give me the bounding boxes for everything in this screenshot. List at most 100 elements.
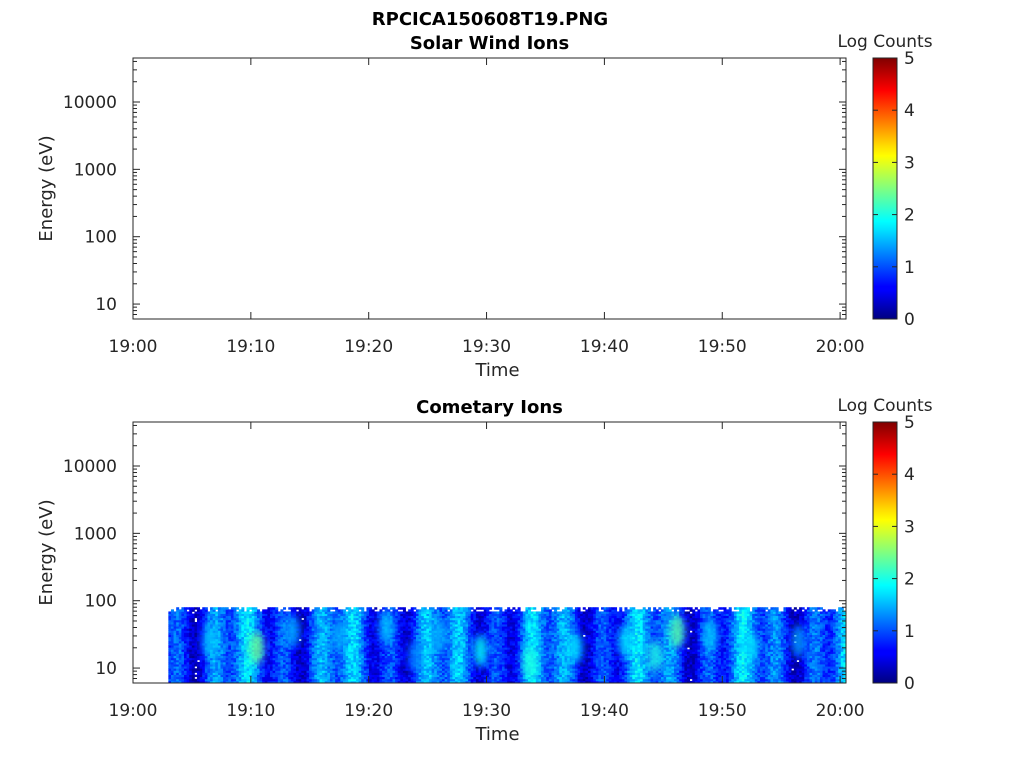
spectrogram-cell xyxy=(256,676,260,680)
spectrogram-cell xyxy=(353,659,357,663)
spectrogram-cell xyxy=(275,661,279,665)
spectrogram-cell xyxy=(345,647,349,650)
spectrogram-cell xyxy=(264,645,268,648)
spectrogram-cell xyxy=(421,680,425,683)
spectrogram-cell xyxy=(465,607,469,610)
spectrogram-cell xyxy=(400,619,404,623)
spectrogram-cell xyxy=(270,647,274,650)
spectrogram-cell xyxy=(316,628,320,631)
spectrogram-cell xyxy=(410,630,414,633)
spectrogram-cell xyxy=(376,659,380,663)
spectrogram-cell xyxy=(183,611,187,614)
spectrogram-cell xyxy=(397,664,401,667)
spectrogram-cell xyxy=(319,624,323,627)
spectrogram-cell xyxy=(402,678,406,682)
spectrogram-cell xyxy=(379,674,383,678)
spectrogram-cell xyxy=(285,676,289,680)
spectrogram-cell xyxy=(314,611,318,614)
spectrogram-cell xyxy=(376,647,380,650)
spectrogram-cell xyxy=(168,645,172,648)
spectrogram-cell xyxy=(410,632,414,635)
spectrogram-cell xyxy=(379,659,383,663)
spectrogram-cell xyxy=(243,678,247,682)
spectrogram-cell xyxy=(243,636,247,640)
spectrogram-cell xyxy=(402,664,406,667)
spectrogram-cell xyxy=(408,666,412,669)
spectrogram-cell xyxy=(296,615,300,619)
spectrogram-cell xyxy=(225,674,229,678)
spectrogram-cell xyxy=(194,636,198,640)
spectrogram-cell xyxy=(379,647,383,650)
spectrogram-cell xyxy=(387,670,391,673)
spectrogram-cell xyxy=(319,636,323,640)
spectrogram-cell xyxy=(335,615,339,619)
spectrogram-cell xyxy=(270,615,274,619)
spectrogram-cell xyxy=(176,672,180,675)
spectrogram-cell xyxy=(303,630,307,633)
spectrogram-cell xyxy=(395,645,399,648)
spectrogram-cell xyxy=(366,678,370,682)
spectrogram-cell xyxy=(303,609,307,612)
spectrogram-cell xyxy=(363,624,367,627)
spectrogram-cell xyxy=(348,636,352,640)
spectrogram-cell xyxy=(405,611,409,614)
spectrogram-cell xyxy=(329,651,333,654)
spectrogram-cell xyxy=(293,609,297,612)
spectrogram-cell xyxy=(410,607,414,610)
spectrogram-cell xyxy=(290,657,294,661)
spectrogram-cell xyxy=(277,634,281,638)
spectrogram-cell xyxy=(376,634,380,638)
spectrogram-cell xyxy=(296,678,300,682)
spectrogram-cell xyxy=(309,632,313,635)
spectrogram-cell xyxy=(348,634,352,638)
spectrogram-cell xyxy=(356,613,360,617)
spectrogram-cell xyxy=(181,674,185,678)
spectrogram-cell xyxy=(405,649,409,652)
spectrogram-cell xyxy=(189,640,193,644)
spectrogram-cell xyxy=(212,607,216,610)
spectrogram-cell xyxy=(481,611,485,614)
spectrogram-cell xyxy=(306,624,310,627)
spectrogram-cell xyxy=(220,643,224,646)
spectrogram-cell xyxy=(369,621,373,625)
spectrogram-cell xyxy=(280,655,284,659)
spectrogram-cell xyxy=(303,672,307,675)
spectrogram-cell xyxy=(189,624,193,627)
spectrogram-cell xyxy=(223,619,227,623)
spectrogram-cell xyxy=(314,661,318,665)
spectrogram-cell xyxy=(384,666,388,669)
spectrogram-cell xyxy=(342,609,346,612)
spectrogram-cell xyxy=(262,678,266,682)
spectrogram-cell xyxy=(210,668,214,671)
spectrogram-cell xyxy=(217,666,221,669)
spectrogram-cell xyxy=(251,666,255,669)
spectrogram-cell xyxy=(392,636,396,640)
spectrogram-cell xyxy=(358,680,362,683)
spectrogram-cell xyxy=(298,666,302,669)
spectrogram-cell xyxy=(314,645,318,648)
spectrogram-cell xyxy=(418,632,422,635)
spectrogram-cell xyxy=(249,661,253,665)
spectrogram-cell xyxy=(186,611,190,614)
spectrogram-cell xyxy=(191,621,195,625)
spectrogram-cell xyxy=(348,668,352,671)
spectrogram-cell xyxy=(348,645,352,648)
spectrogram-cell xyxy=(228,659,232,663)
spectrogram-cell xyxy=(176,666,180,669)
spectrogram-cell xyxy=(176,661,180,665)
spectrogram-cell xyxy=(306,638,310,642)
spectrogram-cell xyxy=(228,640,232,644)
spectrogram-cell xyxy=(176,651,180,654)
spectrogram-cell xyxy=(212,626,216,629)
spectrogram-cell xyxy=(275,609,279,612)
spectrogram-cell xyxy=(332,664,336,667)
spectrogram-cell xyxy=(366,680,370,683)
spectrogram-cell xyxy=(319,645,323,648)
spectrogram-cell xyxy=(228,668,232,671)
spectrogram-cell xyxy=(183,672,187,675)
spectrogram-cell xyxy=(233,670,237,673)
spectrogram-cell xyxy=(361,664,365,667)
spectrogram-cell xyxy=(186,649,190,652)
spectrogram-cell xyxy=(382,661,386,665)
